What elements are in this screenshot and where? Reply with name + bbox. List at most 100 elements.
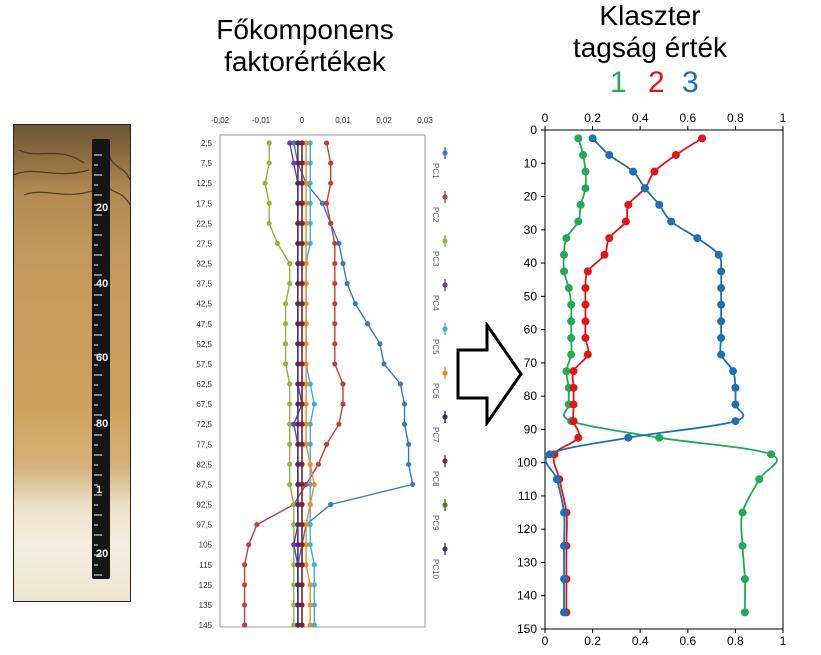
pc-depth-label: 22,5 (196, 219, 212, 228)
pc-point (336, 421, 342, 427)
pc-title: Főkomponens faktorértékek (190, 14, 420, 78)
pc-point (299, 280, 305, 287)
cluster-axes: 000.20.20.40.40.60.60.80.811010203040506… (517, 111, 787, 648)
cluster-ytick-label: 60 (524, 323, 538, 337)
pc-point (303, 542, 309, 548)
pc-point (332, 321, 338, 327)
pc-point (307, 501, 313, 508)
pc-point (401, 401, 408, 407)
pc-legend-label: PC4 (431, 295, 440, 311)
pc-point (299, 622, 305, 628)
pc-depth-label: 77,5 (196, 440, 212, 449)
pc-depth-label: 52,5 (196, 340, 212, 349)
pc-point (332, 341, 338, 347)
pc-legend-marker (442, 414, 448, 420)
pc-point (287, 381, 293, 387)
cluster-point (569, 367, 578, 376)
pc-point (295, 481, 301, 488)
pc-point (336, 240, 342, 247)
pc-point (311, 562, 317, 568)
pc-point (287, 461, 293, 467)
pc-point (303, 260, 309, 267)
pc-legend: PC1 PC2 PC3 PC4 PC5 PC6 PC7 PC8 PC9 PC10 (431, 147, 448, 580)
cluster-point (740, 608, 749, 617)
pc-xtick-label: 0,02 (376, 116, 392, 125)
pc-point (299, 321, 305, 327)
cluster-point (629, 167, 638, 176)
cluster-point (731, 400, 740, 409)
soil-profile-photo: 20 40 60 80 1 20 (13, 124, 131, 602)
pc-factor-chart: -0,02 -0,01 0 0,01 0,02 0,03 2,5 7,5 12,5 17,5 22,… (196, 116, 448, 630)
pc-depth-label: 97,5 (196, 521, 212, 530)
pc-point (315, 461, 321, 467)
cluster-point (581, 300, 590, 309)
pc-point (246, 542, 252, 548)
cluster-point (671, 150, 680, 159)
pc-point (299, 160, 305, 166)
pc-point (340, 381, 346, 387)
pc-point (262, 180, 268, 186)
pc-point (307, 441, 313, 447)
pc-point (287, 421, 293, 427)
pc-point (295, 401, 301, 407)
pc-point (328, 501, 334, 508)
pc-depth-label: 67,5 (196, 400, 212, 409)
pc-point (283, 341, 289, 347)
pc-depth-label: 135 (199, 601, 213, 610)
cluster-series-line (544, 137, 745, 613)
cluster-point (574, 217, 583, 226)
cluster-ytick-label: 80 (524, 389, 538, 403)
cluster-point (579, 150, 588, 159)
cluster-title-line1: Klaszter (599, 0, 701, 31)
pc-point (328, 220, 334, 226)
cluster-point (560, 575, 569, 584)
cluster-point (567, 300, 576, 309)
pc-point (287, 401, 293, 407)
pc-legend-marker (442, 370, 448, 376)
pc-point (307, 200, 313, 206)
cluster-ytick-label: 90 (524, 422, 538, 436)
pc-point (299, 481, 305, 488)
pc-point (295, 361, 301, 367)
pc-point (299, 441, 305, 447)
cluster-point (729, 367, 738, 376)
pc-point (295, 562, 301, 568)
cluster-point (640, 184, 649, 193)
cluster-xtick-label-bottom: 0.2 (584, 634, 601, 648)
cluster-point (560, 608, 569, 617)
pc-point (319, 200, 326, 206)
pc-point (307, 240, 313, 247)
pc-point (295, 421, 301, 427)
cluster-point (717, 267, 726, 276)
pc-legend-marker (442, 282, 448, 288)
pc-point (266, 200, 272, 206)
pc-depth-label: 57,5 (196, 360, 212, 369)
cluster-ytick-label: 10 (524, 156, 538, 170)
pc-point (299, 240, 305, 247)
pc-point (307, 481, 313, 488)
pc-xtick-label: 0,01 (335, 116, 351, 125)
pc-point (401, 421, 408, 427)
pc-point (295, 220, 301, 226)
roots (14, 149, 130, 206)
pc-point (307, 220, 313, 226)
cluster-plot-frame (544, 129, 784, 630)
pc-point (299, 200, 305, 206)
cluster-point (624, 433, 633, 442)
cluster-point (545, 450, 554, 459)
cluster-point (714, 250, 723, 259)
pc-legend-label: PC10 (431, 559, 440, 580)
pc-point (295, 501, 301, 508)
cluster-ytick-label: 40 (524, 256, 538, 270)
pc-legend-label: PC1 (431, 163, 440, 179)
pc-depth-label: 2,5 (201, 139, 213, 148)
cluster-xtick-label-top: 1 (780, 111, 787, 125)
tape-label: 60 (96, 352, 108, 364)
pc-point (299, 602, 305, 608)
pc-point (303, 160, 309, 166)
cluster-point (576, 200, 585, 209)
pc-point (291, 160, 297, 166)
pc-point (311, 582, 317, 588)
pc-point (299, 381, 305, 387)
cluster-title: Klaszter tagság érték (545, 0, 755, 64)
